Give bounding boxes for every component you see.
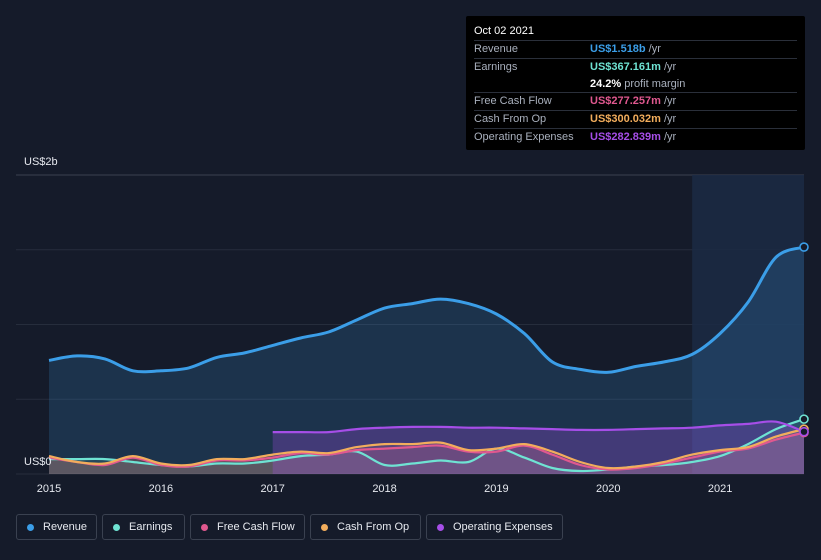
legend-dot-icon	[437, 523, 444, 531]
tooltip-row-unit: /yr	[663, 60, 677, 73]
tooltip-date: Oct 02 2021	[474, 25, 534, 37]
series-line-revenue	[48, 245, 805, 374]
tooltip-row-value: US$1.518b	[590, 43, 646, 55]
legend-label: Free Cash Flow	[217, 521, 295, 533]
tooltip-row-label: Operating Expenses	[474, 130, 574, 143]
tooltip-row-value: US$282.839m	[590, 130, 661, 143]
tooltip-row-label: Cash From Op	[474, 113, 547, 126]
legend-item-operating-expenses[interactable]: Operating Expenses	[426, 514, 563, 540]
series-endpoint-operating-expenses	[799, 426, 809, 437]
series-area-revenue	[49, 247, 804, 474]
series-endpoints	[799, 242, 809, 438]
tooltip-row-label: Free Cash Flow	[474, 95, 552, 108]
tooltip-row: Revenue US$1.518b/yr	[474, 40, 797, 58]
series-line-free-cash-flow	[48, 431, 805, 471]
tooltip-row-unit: /yr	[663, 113, 677, 126]
tooltip-row-unit: profit margin	[624, 77, 686, 90]
y-axis-top-label: US$2b	[24, 156, 58, 168]
legend-label: Revenue	[43, 521, 88, 533]
tooltip-row-value: US$300.032m	[590, 113, 661, 126]
series-line-cash-from-op	[48, 428, 805, 470]
tooltip-row: 24.2% profit margin	[474, 76, 797, 93]
tooltip-row: Free Cash Flow US$277.257m/yr	[474, 92, 797, 110]
tooltip-row-value: 24.2%	[590, 77, 622, 90]
legend-dot-icon	[27, 523, 34, 531]
x-tick-label: 2020	[596, 483, 620, 495]
series-endpoint-revenue	[799, 242, 809, 252]
series-endpoint-earnings	[799, 414, 809, 424]
legend-label: Operating Expenses	[453, 521, 553, 533]
legend-item-revenue[interactable]: Revenue	[16, 514, 97, 540]
tooltip-row-value: US$367.161m	[590, 60, 661, 73]
y-axis-bottom-label: US$0	[24, 456, 52, 468]
legend-label: Earnings	[129, 521, 173, 533]
x-axis-ticks: 2015 2016 2017 2018 2019 2020 2021	[37, 483, 733, 495]
series-area-earnings	[49, 419, 804, 474]
tooltip-row-label: Earnings	[474, 60, 518, 73]
tooltip-row-unit: /yr	[648, 43, 661, 55]
legend-item-cash-from-op[interactable]: Cash From Op	[310, 514, 421, 540]
series-line-operating-expenses	[272, 420, 805, 434]
tooltip-row-label: Revenue	[474, 43, 519, 55]
legend-item-free-cash-flow[interactable]: Free Cash Flow	[190, 514, 305, 540]
x-tick-label: 2021	[708, 483, 732, 495]
legend-dot-icon	[201, 523, 208, 531]
tooltip-row: Operating Expenses US$282.839m/yr	[474, 127, 797, 146]
data-tooltip: Oct 02 2021 Revenue US$1.518b/yr Earnings U…	[466, 16, 805, 150]
tooltip-rows: Revenue US$1.518b/yr Earnings US$367.161m/y…	[474, 40, 797, 146]
x-tick-label: 2017	[260, 483, 284, 495]
tooltip-row-label	[474, 76, 590, 93]
legend-label: Cash From Op	[337, 521, 410, 533]
x-tick-label: 2015	[37, 483, 61, 495]
series-lines	[48, 245, 805, 473]
tooltip-row: Earnings US$367.161m/yr	[474, 57, 797, 76]
series-areas	[49, 247, 804, 474]
x-tick-label: 2018	[372, 483, 396, 495]
tooltip-row-value: US$277.257m	[590, 95, 661, 108]
x-tick-label: 2019	[484, 483, 508, 495]
tooltip-row-unit: /yr	[663, 95, 677, 108]
legend-dot-icon	[321, 523, 328, 531]
tooltip-row: Cash From Op US$300.032m/yr	[474, 110, 797, 128]
legend-dot-icon	[113, 523, 120, 531]
gridlines	[16, 174, 804, 475]
legend-item-earnings[interactable]: Earnings	[102, 514, 185, 540]
tooltip-row-unit: /yr	[663, 130, 677, 143]
x-tick-label: 2016	[149, 483, 173, 495]
